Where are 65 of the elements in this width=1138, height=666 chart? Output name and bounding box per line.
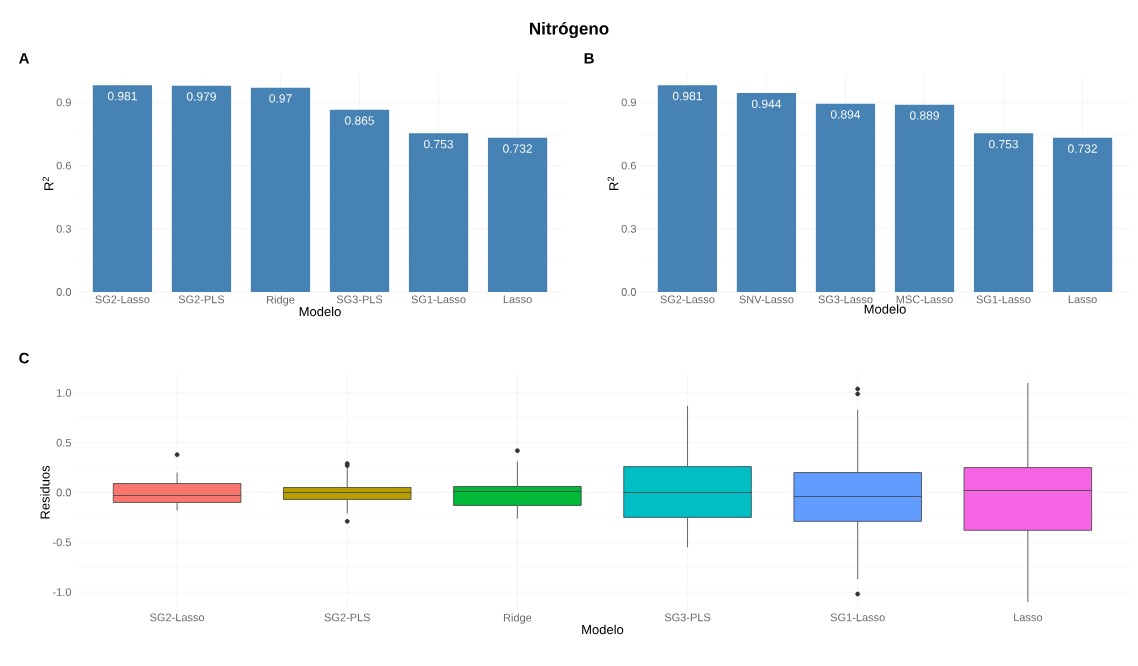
data-label: 0.732 — [1068, 144, 1097, 153]
x-tick-label: Ridge — [267, 295, 295, 306]
data-label: 0.865 — [344, 116, 375, 125]
y-tick-label: 0.9 — [56, 98, 71, 107]
y-tick-label: 0.0 — [621, 288, 637, 296]
x-tick-label: Lasso — [1014, 613, 1043, 622]
x-tick-label: SG2-PLS — [324, 613, 370, 622]
data-label: 0.753 — [424, 139, 454, 149]
bar — [329, 109, 390, 292]
bar — [250, 87, 311, 292]
bar — [973, 133, 1034, 292]
x-axis-title: Modelo — [299, 306, 341, 317]
bar — [92, 85, 153, 292]
bar — [736, 93, 797, 292]
y-tick-label: 0.0 — [56, 288, 72, 296]
y-tick-label: -1.0 — [53, 588, 72, 596]
bar — [171, 85, 232, 292]
x-tick-label: SG1-Lasso — [411, 295, 466, 304]
y-tick-label: 0.3 — [56, 224, 71, 233]
bar — [657, 85, 718, 292]
x-tick-label: SG1-Lasso — [830, 613, 885, 622]
data-label: 0.979 — [186, 92, 216, 101]
text: Nitrógeno — [530, 21, 609, 39]
x-tick-label: SG2-PLS — [178, 295, 225, 304]
x-tick-label: SG3-PLS — [336, 295, 383, 304]
data-label: 0.97 — [269, 94, 292, 103]
bar — [1052, 137, 1113, 292]
data-label: 0.753 — [989, 139, 1019, 149]
chart-title: C — [19, 352, 30, 364]
x-tick-label: SG2-Lasso — [660, 295, 715, 304]
x-tick-label: Lasso — [1068, 295, 1097, 304]
chart-title: B — [584, 53, 594, 64]
x-tick-label: MSC-Lasso — [896, 295, 953, 304]
bar — [815, 103, 876, 292]
data-label: 0.894 — [830, 110, 861, 119]
x-tick-label: SNV-Lasso — [739, 295, 794, 304]
bar — [894, 104, 955, 292]
y-tick-label: 0.5 — [56, 438, 72, 447]
y-axis-title: Residuos — [40, 465, 50, 519]
bar — [408, 133, 469, 292]
y-axis-title: R$^{2}$ — [607, 176, 619, 190]
y-tick-label: 0.3 — [621, 224, 636, 233]
y-axis-title: R$^{2}$ — [42, 176, 54, 190]
data-label: 0.981 — [107, 91, 137, 101]
chart-title: A — [19, 53, 30, 64]
x-tick-label: SG2-Lasso — [150, 613, 205, 622]
x-tick-label: Lasso — [503, 295, 532, 304]
x-tick-label: SG3-PLS — [664, 613, 711, 622]
y-tick-label: 0.6 — [621, 161, 636, 170]
y-tick-label: 0.9 — [621, 98, 636, 107]
data-label: 0.732 — [503, 144, 532, 153]
x-axis-title: Modelo — [864, 304, 906, 314]
y-tick-label: 0.6 — [56, 161, 71, 170]
bar — [487, 137, 548, 292]
x-tick-label: SG2-Lasso — [95, 295, 150, 304]
y-tick-label: -0.5 — [53, 538, 71, 547]
x-tick-label: Ridge — [503, 613, 532, 624]
x-axis-title: Modelo — [582, 624, 624, 635]
data-label: 0.889 — [909, 111, 939, 120]
y-tick-label: 0.0 — [56, 488, 72, 497]
x-tick-label: SG3-Lasso — [818, 295, 873, 304]
y-tick-label: 1.0 — [57, 389, 72, 397]
data-label: 0.944 — [751, 99, 782, 109]
data-label: 0.981 — [672, 91, 702, 101]
x-tick-label: SG1-Lasso — [976, 295, 1031, 304]
